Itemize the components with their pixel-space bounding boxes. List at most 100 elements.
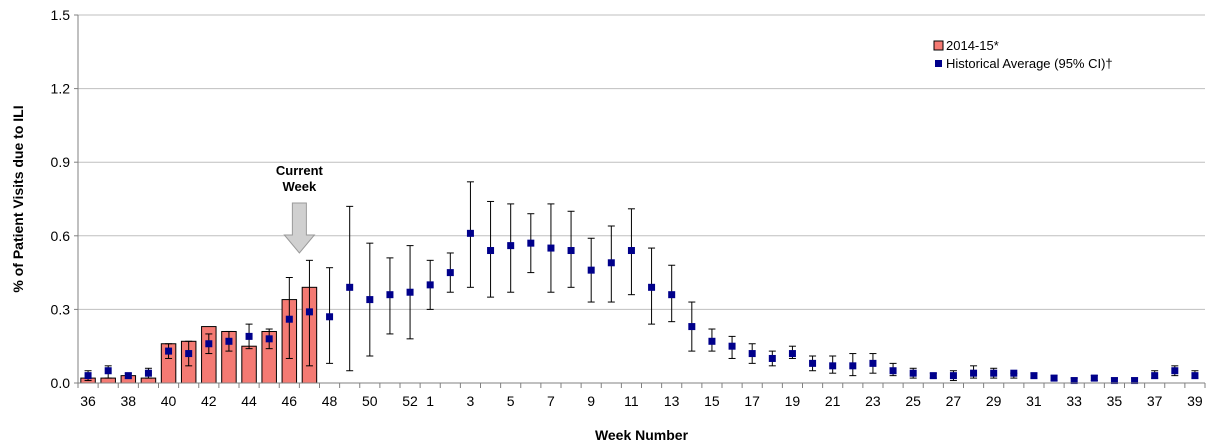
historical-point	[970, 369, 978, 377]
x-tick-label: 3	[467, 393, 475, 409]
historical-point	[648, 283, 656, 291]
historical-point	[1090, 374, 1098, 382]
historical-point	[366, 296, 374, 304]
season-bars	[80, 286, 318, 384]
x-tick-label: 27	[946, 393, 962, 409]
y-tick-label: 0.6	[51, 228, 71, 244]
historical-point	[788, 350, 796, 358]
bar-2014-15	[140, 377, 157, 384]
x-tick-label: 29	[986, 393, 1002, 409]
y-tick-labels: 0.0 0.3 0.6 0.9 1.2 1.5	[51, 7, 71, 391]
legend-swatch-historical	[935, 60, 942, 67]
x-tick-label: 23	[865, 393, 881, 409]
axes	[74, 14, 1206, 388]
historical-point	[607, 259, 615, 267]
historical-point	[1171, 367, 1179, 375]
historical-point	[225, 337, 233, 345]
historical-point	[889, 367, 897, 375]
gridlines	[78, 14, 1205, 310]
historical-point	[487, 247, 495, 255]
x-tick-label: 19	[785, 393, 801, 409]
x-tick-label: 17	[744, 393, 760, 409]
legend-label-2014-15: 2014-15*	[946, 38, 999, 53]
x-tick-label: 39	[1187, 393, 1203, 409]
x-tick-label: 15	[704, 393, 720, 409]
annotation-line-1: Current	[276, 163, 324, 178]
x-tick-label: 37	[1147, 393, 1163, 409]
historical-point	[990, 369, 998, 377]
historical-point	[326, 313, 334, 321]
bar-2014-15	[100, 377, 116, 384]
historical-point	[929, 372, 937, 380]
y-tick-label: 0.9	[51, 154, 71, 170]
historical-point	[1191, 372, 1199, 380]
x-tick-label: 35	[1107, 393, 1123, 409]
historical-point	[507, 242, 515, 250]
x-tick-label: 9	[587, 393, 595, 409]
historical-point	[305, 308, 313, 316]
historical-point	[406, 288, 414, 296]
historical-point	[386, 291, 394, 299]
x-tick-label: 13	[664, 393, 680, 409]
y-tick-label: 0.0	[51, 375, 71, 391]
historical-point	[809, 359, 817, 367]
legend: 2014-15* Historical Average (95% CI)†	[933, 38, 1113, 71]
historical-point	[1030, 372, 1038, 380]
historical-point	[688, 323, 696, 331]
y-tick-label: 0.3	[51, 301, 71, 317]
historical-points	[84, 229, 1199, 385]
historical-point	[104, 367, 112, 375]
historical-point	[708, 337, 716, 345]
historical-point	[668, 291, 676, 299]
current-week-annotation: Current Week	[276, 163, 324, 254]
historical-point	[446, 269, 454, 277]
y-tick-label: 1.2	[51, 81, 71, 97]
historical-point	[185, 350, 193, 358]
historical-point	[285, 315, 293, 323]
x-tick-label: 33	[1066, 393, 1082, 409]
x-tick-label: 44	[241, 393, 257, 409]
historical-point	[205, 340, 213, 348]
historical-point	[829, 362, 837, 370]
x-tick-label: 42	[201, 393, 217, 409]
historical-point	[245, 332, 253, 340]
legend-label-historical: Historical Average (95% CI)†	[946, 56, 1113, 71]
x-tick-label: 21	[825, 393, 841, 409]
x-tick-label: 38	[121, 393, 137, 409]
x-tick-label: 31	[1026, 393, 1042, 409]
x-tick-label: 11	[624, 393, 639, 409]
x-tick-label: 25	[905, 393, 921, 409]
historical-point	[1010, 369, 1018, 377]
x-tick-label: 40	[161, 393, 177, 409]
bar-2014-15	[241, 345, 257, 384]
historical-point	[547, 244, 555, 252]
historical-point	[748, 350, 756, 358]
historical-point	[466, 229, 474, 237]
x-tick-labels: 36 38 40 42 44 46 48 50 52 1 3 5 7 9 11 13 15 17 19 21 23 25 2…	[80, 393, 1203, 409]
x-tick-label: 48	[322, 393, 338, 409]
x-tick-label: 52	[402, 393, 418, 409]
historical-point	[144, 369, 152, 377]
historical-point	[346, 283, 354, 291]
historical-point	[869, 359, 877, 367]
historical-point	[84, 372, 92, 380]
x-tick-label: 46	[282, 393, 298, 409]
historical-point	[909, 369, 917, 377]
x-tick-label: 5	[507, 393, 515, 409]
historical-point	[728, 342, 736, 350]
historical-point	[627, 247, 635, 255]
down-arrow-icon	[283, 202, 316, 254]
historical-point	[265, 335, 273, 343]
historical-point	[527, 239, 535, 247]
legend-swatch-2014-15	[933, 40, 944, 51]
historical-point	[1050, 374, 1058, 382]
x-tick-label: 1	[426, 393, 434, 409]
historical-point	[426, 281, 434, 289]
historical-point	[587, 266, 595, 274]
x-tick-label: 50	[362, 393, 378, 409]
x-axis-title: Week Number	[595, 427, 689, 443]
historical-point	[949, 372, 957, 380]
historical-point	[849, 362, 857, 370]
historical-point	[1070, 377, 1078, 385]
